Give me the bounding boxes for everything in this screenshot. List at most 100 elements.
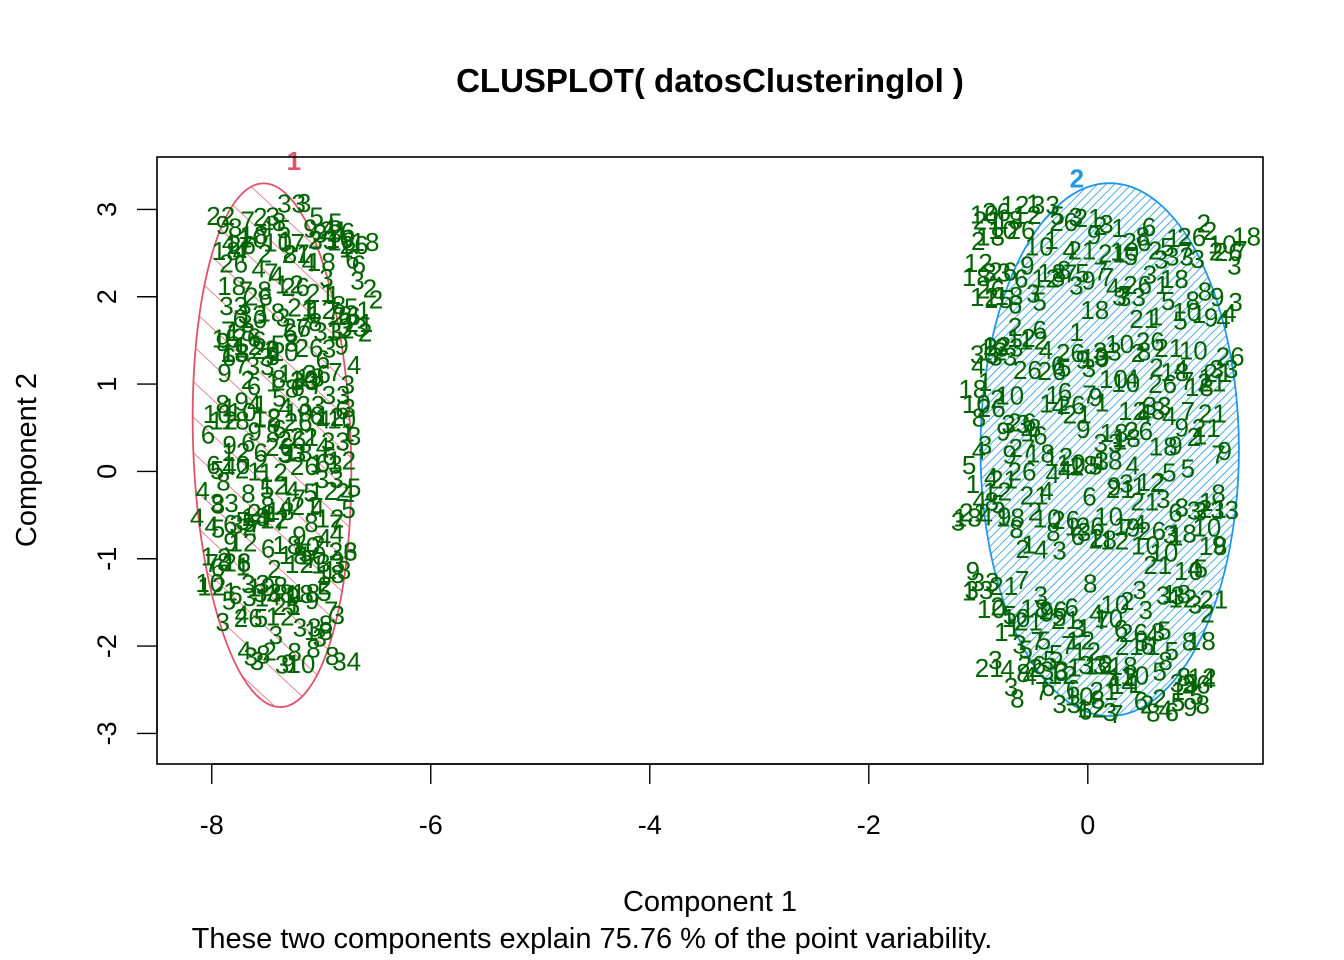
data-point: 2 [253,202,267,232]
data-point: 12 [1007,323,1036,353]
data-point: 12 [1077,693,1106,723]
data-point: 8 [306,634,320,664]
data-point: 12 [316,504,345,534]
data-point: 8 [287,637,301,667]
data-point: 5 [1189,680,1203,710]
data-point: 21 [1074,203,1103,233]
data-point: 5 [272,383,286,413]
data-point: 4 [972,435,986,465]
data-point: 26 [1122,227,1151,257]
data-point: 1 [223,577,237,607]
data-point: 4 [1187,553,1201,583]
data-point: 8 [215,389,229,419]
data-point: 18 [272,530,301,560]
data-point: 5 [1088,451,1102,481]
data-point: 2 [258,238,272,268]
data-point: 6 [247,371,261,401]
data-point: 1 [1169,522,1183,552]
data-point: 5 [298,538,312,568]
data-point: 6 [1098,649,1112,679]
data-point: 12 [982,331,1011,361]
data-point: 26 [1216,341,1245,371]
data-point: 18 [316,559,345,589]
data-point: 1 [966,469,980,499]
y-tick-label: 1 [92,377,122,392]
data-point: 26 [1013,355,1042,385]
data-point: 8 [319,609,333,639]
data-point: 33 [1078,650,1107,680]
data-point: 6 [261,534,275,564]
data-point: 3 [276,302,290,332]
data-point: 5 [1049,639,1063,669]
data-point: 4 [302,247,316,277]
data-point: 9 [1174,412,1188,442]
data-point: 9 [222,430,236,460]
data-point: 12 [1188,663,1217,693]
data-point: 8 [304,508,318,538]
point-label: 6 [206,450,220,480]
data-point: 21 [1199,585,1228,615]
data-point: 3 [350,266,364,296]
data-point: 18 [1069,450,1098,480]
data-point: 12 [1100,526,1129,556]
data-point: 18 [226,317,255,347]
data-point: 7 [205,548,219,578]
data-point: 18 [1232,221,1261,251]
data-point: 9 [966,556,980,586]
data-point: 1 [1114,511,1128,541]
data-point: 1 [307,300,321,330]
data-point: 7 [239,275,253,305]
data-point: 2 [1150,468,1164,498]
data-point: 18 [296,362,325,392]
data-point: 5 [236,506,250,536]
data-point: 7 [1094,256,1108,286]
data-point: 4 [322,212,336,242]
data-point: 12 [1066,626,1095,656]
data-point: 6 [291,372,305,402]
data-point: 9 [1020,251,1034,281]
data-point: 33 [296,390,325,420]
x-tick-label: -8 [200,810,224,840]
data-point: 12 [1013,200,1042,230]
data-point: 1 [1095,388,1109,418]
y-axis-label: Component 2 [11,373,43,547]
data-point: 4 [1201,664,1215,694]
data-point: 7 [234,349,248,379]
data-point: 33 [210,488,239,518]
data-point: 5 [260,474,274,504]
data-point: 1 [1128,669,1142,699]
data-point: 6 [1071,521,1085,551]
data-point: 10 [1002,603,1031,633]
data-point: 10 [977,594,1006,624]
data-point: 2 [242,511,256,541]
data-point: 33 [1210,495,1239,525]
data-point: 18 [266,496,295,526]
data-point: 8 [273,571,287,601]
data-point: 10 [1192,512,1221,542]
data-point: 21 [1154,333,1183,363]
data-point: 21 [319,215,348,245]
data-point: 2 [1131,338,1145,368]
data-point: 1 [1022,529,1036,559]
data-point: 10 [970,199,999,229]
data-point: 7 [292,484,306,514]
data-point: 18 [222,547,251,577]
point-label: 1 [962,577,976,607]
data-point: 26 [227,230,256,260]
data-point: 7 [295,238,309,268]
data-point: 10 [1033,504,1062,534]
data-point: 1 [339,233,353,263]
data-point: 26 [302,359,331,389]
data-point: 8 [1174,492,1188,522]
data-point: 21 [282,239,311,269]
data-point: 26 [1056,338,1085,368]
data-point: 33 [1001,409,1030,439]
data-point: 33 [1052,689,1081,719]
data-point: 8 [1146,697,1160,727]
data-point: 5 [1003,600,1017,630]
data-point: 18 [221,337,250,367]
data-point: 7 [1063,259,1077,289]
data-point: 1 [1039,388,1053,418]
point-label: 10 [962,389,991,419]
data-point: 10 [326,224,355,254]
